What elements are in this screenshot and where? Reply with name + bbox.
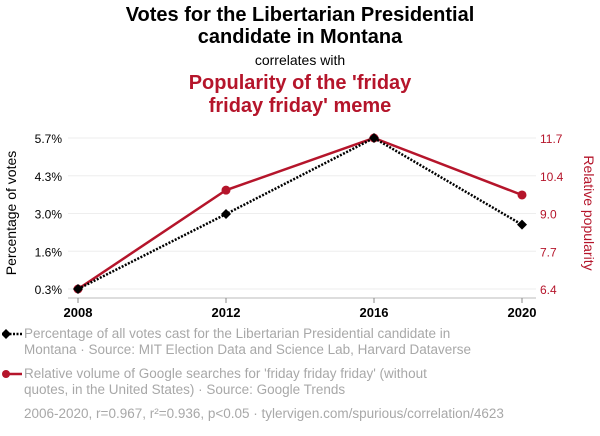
- title-line-1: Votes for the Libertarian Presidential: [125, 4, 475, 26]
- subtitle-line-1: Popularity of the 'friday: [188, 72, 412, 94]
- legend-series-2-line-2: quotes, in the United States) · Source: …: [24, 382, 346, 397]
- legend-diamond-dotted-icon: [2, 329, 22, 339]
- x-ticks: 2008 2012 2016 2020: [64, 298, 537, 320]
- data-point-votes: [517, 219, 527, 230]
- data-point-votes: [221, 209, 231, 220]
- y-left-tick-label: 5.7%: [35, 132, 63, 146]
- x-tick-label: 2016: [360, 305, 389, 320]
- x-tick-label: 2008: [64, 305, 93, 320]
- y-right-tick-label: 6.4: [540, 283, 557, 297]
- series-group: [73, 133, 527, 294]
- y-right-ticks: 6.4 7.7 9.0 10.4 11.7: [540, 132, 564, 297]
- legend-circle-line-icon: [2, 370, 22, 378]
- y-left-ticks: 0.3% 1.6% 3.0% 4.3% 5.7%: [35, 132, 63, 297]
- gridlines: [68, 137, 536, 290]
- x-tick-label: 2020: [508, 305, 537, 320]
- legend-series-2-line-1: Relative volume of Google searches for '…: [24, 366, 427, 381]
- y-axis-label-right: Relative popularity: [581, 155, 597, 270]
- subtitle-line-2: friday friday' meme: [208, 95, 392, 117]
- series-line-popularity: [77, 136, 523, 291]
- y-left-tick-label: 1.6%: [35, 245, 63, 259]
- legend-series-1-line-1: Percentage of all votes cast for the Lib…: [24, 326, 451, 341]
- data-point-popularity: [221, 185, 231, 195]
- title-line-2: candidate in Montana: [197, 26, 403, 48]
- data-point-popularity: [517, 190, 527, 200]
- y-left-tick-label: 3.0%: [35, 208, 63, 222]
- y-right-tick-label: 11.7: [540, 132, 563, 146]
- y-axis-label-left: Percentage of votes: [3, 151, 19, 276]
- data-point-votes: [369, 133, 379, 143]
- y-right-tick-label: 7.7: [540, 245, 557, 259]
- legend-series-1: Percentage of all votes cast for the Lib…: [2, 326, 471, 358]
- series-line-votes: [77, 136, 523, 291]
- y-left-tick-label: 4.3%: [35, 170, 63, 184]
- correlates-label: correlates with: [254, 52, 346, 68]
- y-right-tick-label: 10.4: [540, 170, 564, 184]
- legend-series-2: Relative volume of Google searches for '…: [2, 366, 427, 398]
- y-right-tick-label: 9.0: [540, 208, 557, 222]
- x-tick-label: 2012: [212, 305, 241, 320]
- chart-title: Votes for the Libertarian Presidential c…: [0, 4, 600, 48]
- y-left-tick-label: 0.3%: [35, 283, 63, 297]
- legend-series-1-line-2: Montana · Source: MIT Election Data and …: [24, 342, 471, 357]
- data-point-votes: [73, 284, 83, 294]
- footer-stats: 2006-2020, r=0.967, r²=0.936, p<0.05 · t…: [24, 406, 504, 421]
- chart-subtitle: Popularity of the 'friday friday friday'…: [0, 72, 600, 118]
